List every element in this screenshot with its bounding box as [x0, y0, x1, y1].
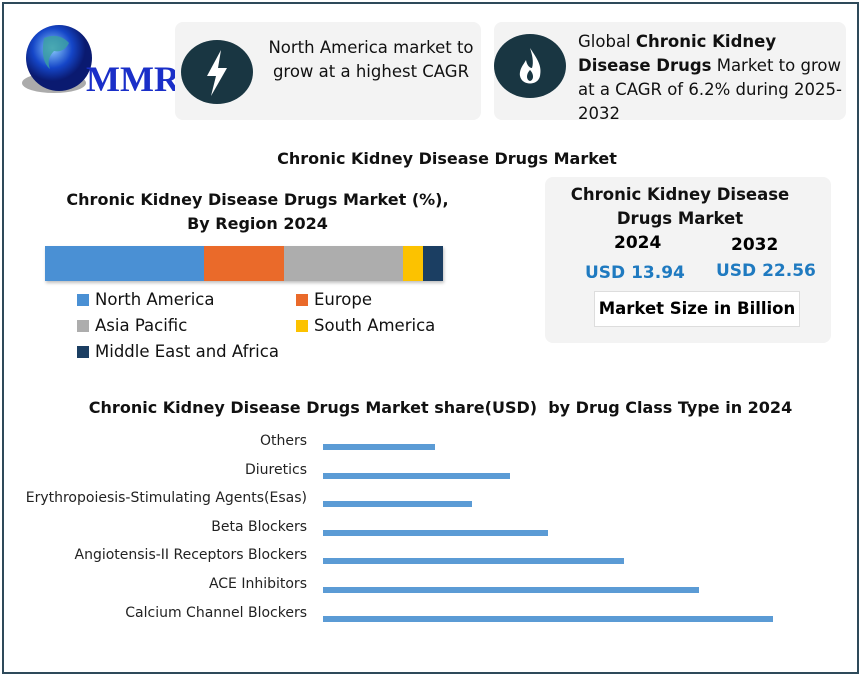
callout-text-bold: Chronic Kidney Disease Drugs: [578, 32, 777, 75]
legend-item: South America: [296, 316, 435, 335]
legend-swatch: [77, 345, 89, 358]
legend-swatch: [77, 319, 89, 332]
legend-swatch: [296, 319, 308, 332]
region-segment-europe: [204, 246, 284, 281]
category-label: Diuretics: [245, 461, 307, 478]
value-2032: USD 22.56: [716, 261, 816, 281]
bar-ace-inhibitors: [323, 587, 700, 593]
value-2024: USD 13.94: [585, 263, 685, 283]
category-label: Angiotensis-II Receptors Blockers: [74, 547, 308, 564]
region-stacked-bar: [45, 246, 443, 281]
bar-erythropoiesis-stimulating-agents-esas-: [323, 501, 473, 508]
bar-calcium-channel-blockers: [323, 615, 773, 622]
region-chart-title: Chronic Kidney Disease Drugs Market (%),…: [66, 190, 449, 233]
legend-item: North America: [77, 290, 214, 309]
callout-text: North America market to grow at a highes…: [268, 38, 474, 81]
callout-text: Global Chronic Kidney Disease Drugs Mark…: [578, 30, 844, 126]
bar-others: [323, 444, 435, 450]
legend-label: Asia Pacific: [95, 316, 188, 335]
market-card-title: Chronic Kidney Disease Drugs Market: [570, 185, 790, 228]
lightning-icon: [181, 40, 253, 104]
callout-text-post: Market to grow at a CAGR of 6.2% during …: [578, 56, 842, 123]
main-title: Chronic Kidney Disease Drugs Market: [277, 149, 617, 168]
category-label: ACE Inhibitors: [208, 576, 307, 592]
flame-icon: [494, 34, 566, 98]
category-label: Others: [259, 433, 307, 449]
year-2032: 2032: [731, 235, 779, 255]
callout-global-cagr: Global Chronic Kidney Disease Drugs Mark…: [494, 22, 846, 123]
legend-item: Asia Pacific: [77, 316, 187, 335]
region-segment-asia-pacific: [283, 246, 404, 281]
legend-label: North America: [95, 290, 215, 309]
bar-beta-blockers: [323, 529, 548, 536]
drug-chart-title: Chronic Kidney Disease Drugs Market shar…: [88, 398, 793, 417]
legend-label: Middle East and Africa: [95, 342, 279, 361]
category-label: Erythropoiesis-Stimulating Agents(Esas): [25, 490, 307, 507]
logo-text: MMR: [86, 59, 180, 99]
legend-label: Europe: [314, 290, 373, 309]
globe-icon: [22, 25, 92, 93]
callout-text-pre: Global: [578, 32, 636, 51]
legend-swatch: [77, 293, 89, 306]
legend-item: Middle East and Africa: [77, 342, 279, 361]
category-label: Beta Blockers: [211, 518, 307, 535]
legend-swatch: [296, 293, 308, 306]
bar-diuretics: [323, 472, 511, 479]
callout-north-america: North America market to grow at a highes…: [175, 22, 481, 120]
region-segment-middle-east-and-africa: [423, 246, 443, 281]
bar-angiotensis-ii-receptors-blockers: [323, 558, 624, 565]
year-2024: 2024: [614, 233, 662, 253]
category-label: Calcium Channel Blockers: [125, 604, 307, 621]
unit-label: Market Size in Billion: [594, 291, 800, 327]
legend-item: Europe: [296, 290, 372, 309]
region-segment-south-america: [403, 246, 424, 281]
legend-label: South America: [314, 316, 436, 335]
market-size-card: Chronic Kidney Disease Drugs Market 2024…: [545, 177, 831, 343]
logo: MMR: [14, 18, 180, 103]
region-segment-north-america: [45, 246, 205, 281]
